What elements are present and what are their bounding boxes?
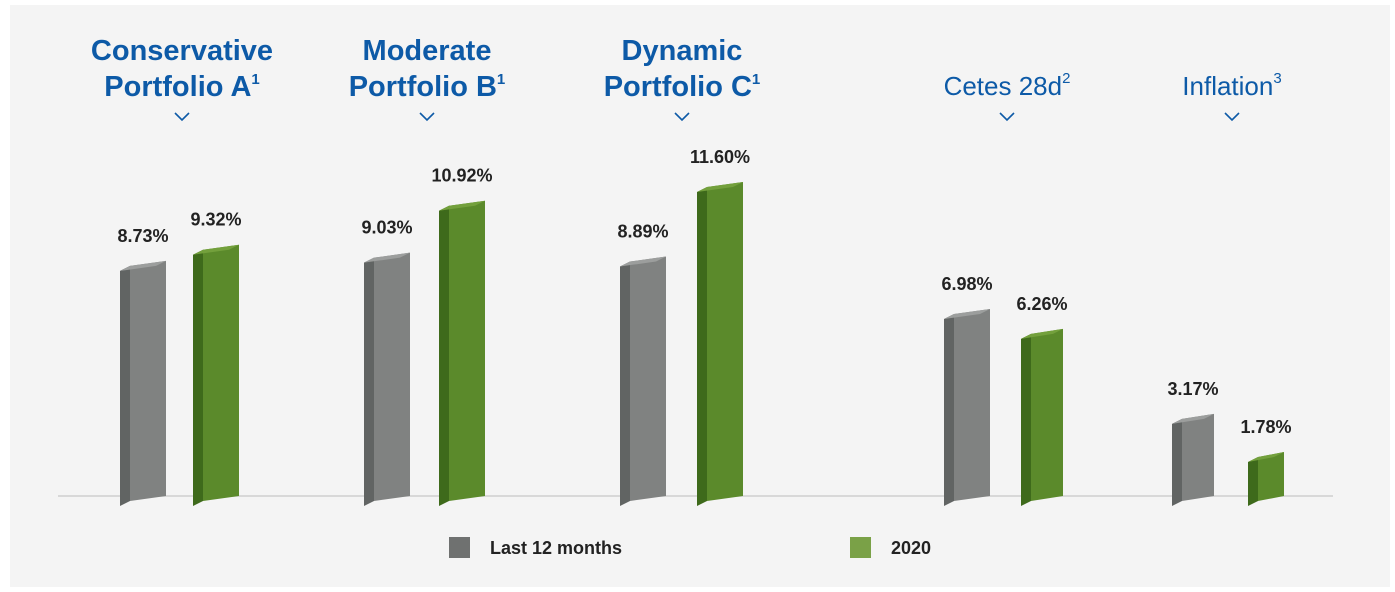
legend: Last 12 months 2020 <box>449 537 931 558</box>
category-title-line: Inflation3 <box>1182 70 1281 101</box>
category-title-line: Cetes 28d2 <box>944 70 1071 101</box>
bar-top-face <box>439 200 485 211</box>
category-superscript: 1 <box>497 71 505 88</box>
bar-top-face <box>364 252 410 263</box>
chevron-down-icon <box>1224 112 1240 122</box>
category-superscript: 2 <box>1062 70 1070 87</box>
category-title-line: Portfolio C1 <box>604 71 761 103</box>
bar-front-face <box>374 252 410 501</box>
category-title-line: Conservative <box>91 35 273 67</box>
category-header-0: Conservative Portfolio A1 <box>91 35 273 122</box>
bar-top-face <box>120 260 166 271</box>
bar-side-face <box>1248 457 1258 506</box>
category-title-line: Portfolio B1 <box>349 71 506 103</box>
bar-side-face <box>193 249 203 506</box>
chevron-down-icon <box>174 112 190 122</box>
legend-label-last-12-months: Last 12 months <box>490 538 622 558</box>
bar-front-face <box>449 200 485 501</box>
bar-2020-3 <box>1021 328 1063 506</box>
legend-swatch-last-12-months <box>449 537 470 558</box>
category-header-2: Dynamic Portfolio C1 <box>604 35 761 122</box>
category-header-4: Inflation3 <box>1182 70 1282 122</box>
bar-front-face <box>630 256 666 501</box>
bar-side-face <box>439 205 449 506</box>
bar-side-face <box>120 265 130 506</box>
category-title-line: Portfolio A1 <box>104 71 259 103</box>
bar-2020-4 <box>1248 452 1284 506</box>
bar-front-face <box>707 182 743 501</box>
bar-last-12-months-4 <box>1172 413 1214 506</box>
value-label: 9.32% <box>190 210 241 230</box>
bar-side-face <box>944 314 954 506</box>
bar-top-face <box>193 244 239 255</box>
bar-front-face <box>1182 413 1214 501</box>
bar-top-face <box>697 182 743 192</box>
bar-top-face <box>944 309 990 320</box>
bar-last-12-months-1 <box>364 252 410 506</box>
value-label: 11.60% <box>690 147 750 167</box>
bar-side-face <box>1172 418 1182 506</box>
bar-front-face <box>203 244 239 501</box>
value-label: 6.26% <box>1016 294 1067 314</box>
bar-side-face <box>1021 333 1031 506</box>
category-header-3: Cetes 28d2 <box>944 70 1071 122</box>
category-superscript: 1 <box>251 71 259 88</box>
bar-top-face <box>620 256 666 267</box>
chevron-down-icon <box>419 112 435 122</box>
chevron-down-icon <box>674 112 690 122</box>
value-label: 8.73% <box>117 226 168 246</box>
bar-front-face <box>1031 328 1063 501</box>
bar-front-face <box>954 309 990 501</box>
bar-2020-1 <box>439 200 485 506</box>
value-label: 9.03% <box>361 218 412 238</box>
bar-top-face <box>1172 413 1214 424</box>
category-superscript: 1 <box>752 71 760 88</box>
bar-last-12-months-0 <box>120 260 166 506</box>
legend-label-2020: 2020 <box>891 538 931 558</box>
value-label: 6.98% <box>941 274 992 294</box>
value-label: 1.78% <box>1240 417 1291 437</box>
category-superscript: 3 <box>1273 70 1281 87</box>
bar-top-face <box>1248 452 1284 463</box>
legend-swatch-2020 <box>850 537 871 558</box>
bar-front-face <box>1258 452 1284 501</box>
bar-side-face <box>697 187 707 506</box>
value-label: 8.89% <box>617 222 668 242</box>
bar-2020-2 <box>697 182 743 506</box>
category-title-line: Moderate <box>363 35 492 67</box>
chevron-down-icon <box>999 112 1015 122</box>
bar-2020-0 <box>193 244 239 506</box>
category-header-1: Moderate Portfolio B1 <box>349 35 506 122</box>
value-label: 10.92% <box>431 166 492 186</box>
bar-last-12-months-3 <box>944 309 990 506</box>
category-title-line: Dynamic <box>622 35 743 67</box>
bar-side-face <box>620 261 630 506</box>
bar-last-12-months-2 <box>620 256 666 506</box>
bar-top-face <box>1021 328 1063 339</box>
value-label: 3.17% <box>1167 379 1218 399</box>
bar-front-face <box>130 260 166 501</box>
bar-side-face <box>364 257 374 506</box>
